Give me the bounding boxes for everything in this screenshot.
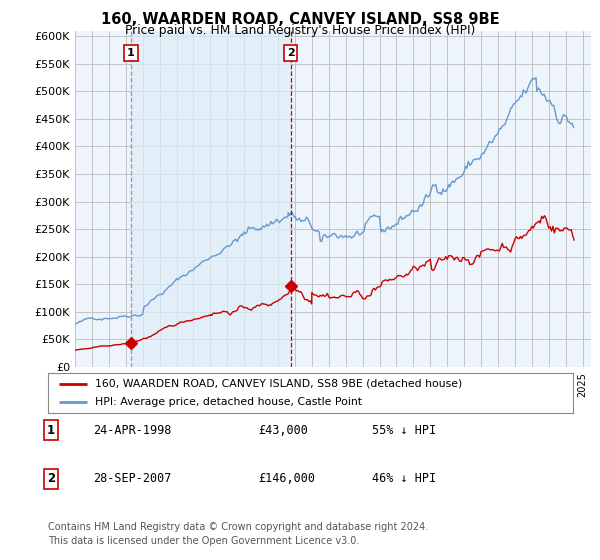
Text: 55% ↓ HPI: 55% ↓ HPI <box>372 423 436 437</box>
Text: 2: 2 <box>47 472 55 486</box>
Text: HPI: Average price, detached house, Castle Point: HPI: Average price, detached house, Cast… <box>95 398 362 407</box>
Text: 2: 2 <box>287 48 295 58</box>
Text: 24-APR-1998: 24-APR-1998 <box>93 423 172 437</box>
Text: £146,000: £146,000 <box>258 472 315 486</box>
Text: 160, WAARDEN ROAD, CANVEY ISLAND, SS8 9BE: 160, WAARDEN ROAD, CANVEY ISLAND, SS8 9B… <box>101 12 499 27</box>
Text: Contains HM Land Registry data © Crown copyright and database right 2024.
This d: Contains HM Land Registry data © Crown c… <box>48 522 428 546</box>
Text: Price paid vs. HM Land Registry's House Price Index (HPI): Price paid vs. HM Land Registry's House … <box>125 24 475 37</box>
Text: £43,000: £43,000 <box>258 423 308 437</box>
Text: 28-SEP-2007: 28-SEP-2007 <box>93 472 172 486</box>
Text: 160, WAARDEN ROAD, CANVEY ISLAND, SS8 9BE (detached house): 160, WAARDEN ROAD, CANVEY ISLAND, SS8 9B… <box>95 379 463 389</box>
Text: 1: 1 <box>47 423 55 437</box>
Text: 46% ↓ HPI: 46% ↓ HPI <box>372 472 436 486</box>
Text: 1: 1 <box>127 48 135 58</box>
Bar <box>131 31 290 367</box>
